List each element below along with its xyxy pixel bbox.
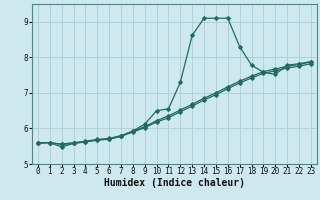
X-axis label: Humidex (Indice chaleur): Humidex (Indice chaleur) [104, 178, 245, 188]
